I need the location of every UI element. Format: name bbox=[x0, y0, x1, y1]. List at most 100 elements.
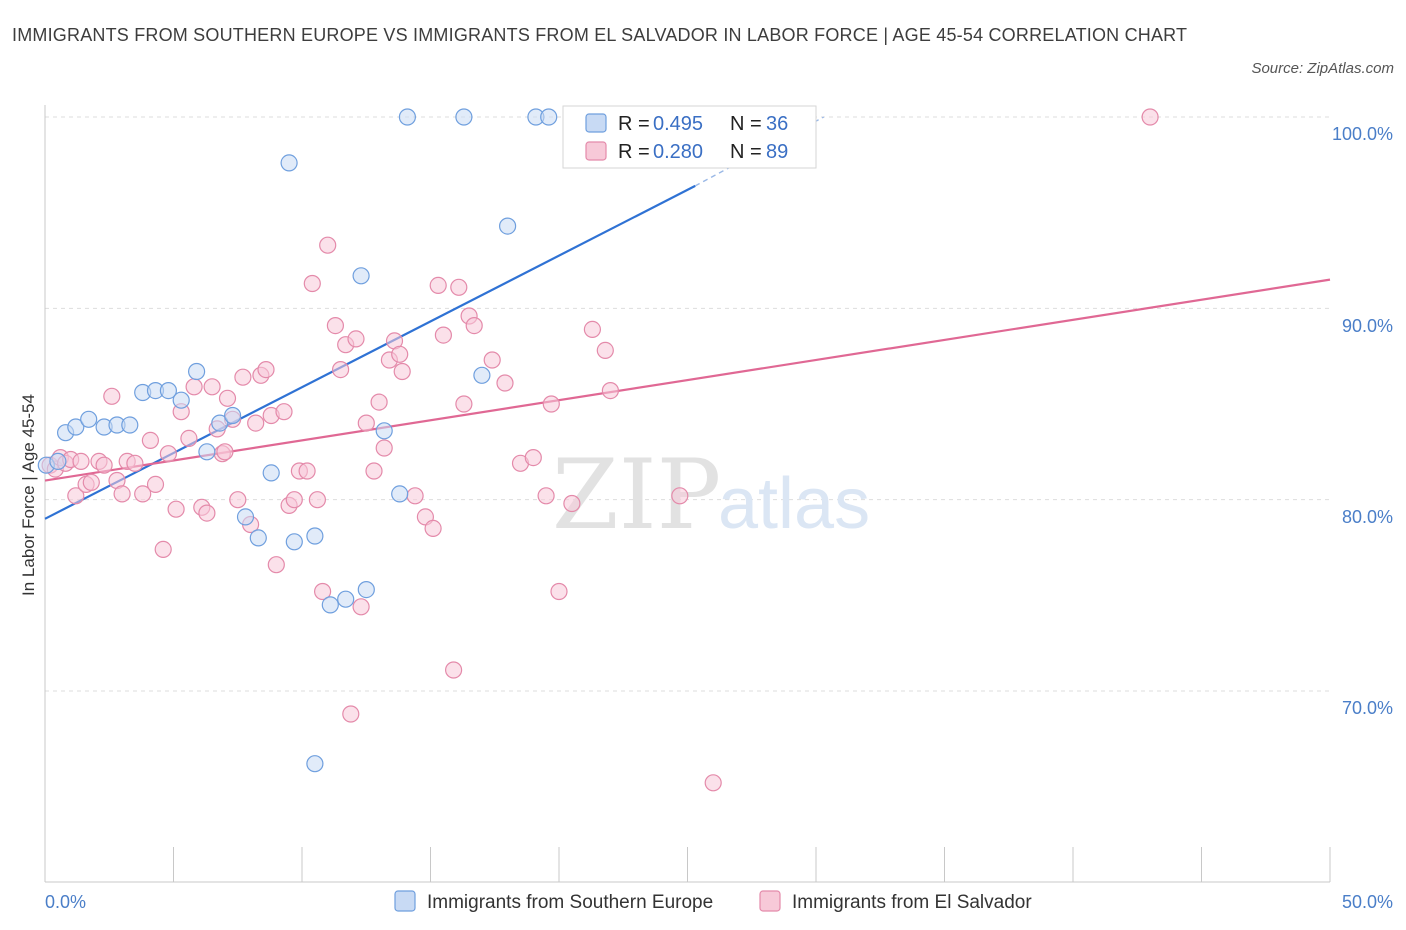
point-el-salvador bbox=[113, 485, 131, 503]
point-southern-europe bbox=[540, 108, 558, 126]
point-el-salvador bbox=[450, 278, 468, 296]
watermark-atlas: atlas bbox=[718, 464, 870, 544]
point-el-salvador bbox=[483, 351, 501, 369]
point-el-salvador bbox=[247, 414, 265, 432]
point-el-salvador bbox=[146, 475, 165, 493]
point-el-salvador bbox=[126, 454, 144, 472]
x-axis-ticks bbox=[44, 847, 1331, 882]
point-el-salvador bbox=[1141, 108, 1159, 126]
point-el-salvador bbox=[704, 774, 722, 792]
trend-line-el-salvador bbox=[44, 278, 1331, 482]
point-el-salvador bbox=[103, 387, 121, 405]
point-southern-europe bbox=[473, 366, 491, 384]
point-el-salvador bbox=[445, 661, 463, 679]
point-el-salvador bbox=[285, 491, 303, 509]
point-southern-europe bbox=[352, 267, 370, 285]
point-southern-europe bbox=[188, 362, 206, 381]
point-southern-europe bbox=[280, 154, 298, 172]
point-southern-europe bbox=[455, 108, 473, 126]
stats-r-label-southern-europe: R = bbox=[618, 113, 650, 135]
point-southern-europe bbox=[262, 464, 280, 482]
point-el-salvador bbox=[455, 395, 473, 413]
point-el-salvador bbox=[141, 431, 159, 449]
y-tick-label-100: 100.0% bbox=[1332, 124, 1393, 144]
point-el-salvador bbox=[375, 439, 393, 457]
point-southern-europe bbox=[306, 527, 324, 545]
point-el-salvador bbox=[319, 236, 337, 254]
point-el-salvador bbox=[370, 393, 388, 411]
point-el-salvador bbox=[671, 487, 689, 505]
stats-r-value-southern-europe: 0.495 bbox=[653, 113, 703, 135]
point-el-salvador bbox=[185, 378, 203, 396]
point-southern-europe bbox=[357, 580, 375, 599]
gridlines bbox=[45, 116, 1330, 692]
point-el-salvador bbox=[257, 361, 275, 379]
point-el-salvador bbox=[596, 341, 614, 359]
point-el-salvador bbox=[234, 368, 252, 386]
y-axis-label: In Labor Force | Age 45-54 bbox=[19, 394, 38, 596]
point-el-salvador bbox=[303, 274, 321, 293]
stats-swatch-southern-europe bbox=[585, 113, 607, 133]
point-southern-europe bbox=[159, 382, 177, 400]
stats-n-label-southern-europe: N = bbox=[730, 113, 762, 135]
watermark: ZIP atlas bbox=[552, 439, 870, 551]
point-el-salvador bbox=[275, 403, 293, 421]
point-el-salvador bbox=[229, 491, 247, 509]
stats-n-label-el-salvador: N = bbox=[730, 141, 762, 163]
point-el-salvador bbox=[218, 389, 237, 407]
point-el-salvador bbox=[542, 395, 560, 413]
point-el-salvador bbox=[352, 598, 370, 616]
point-el-salvador bbox=[308, 491, 326, 509]
point-el-salvador bbox=[180, 429, 198, 447]
stats-r-label-el-salvador: R = bbox=[618, 141, 650, 163]
y-tick-label-90: 90.0% bbox=[1342, 316, 1393, 336]
stats-swatch-el-salvador bbox=[585, 141, 607, 161]
point-southern-europe bbox=[321, 596, 339, 614]
chart-source: Source: ZipAtlas.com bbox=[1251, 60, 1394, 77]
point-southern-europe bbox=[80, 410, 98, 428]
point-southern-europe bbox=[249, 529, 267, 547]
point-el-salvador bbox=[550, 582, 568, 601]
point-el-salvador bbox=[159, 445, 177, 463]
point-southern-europe bbox=[398, 108, 416, 126]
point-southern-europe bbox=[391, 485, 409, 503]
point-southern-europe bbox=[49, 452, 67, 470]
point-el-salvador bbox=[391, 345, 409, 363]
point-southern-europe bbox=[224, 406, 242, 425]
point-el-salvador bbox=[365, 462, 383, 480]
x-tick-label-min: 0.0% bbox=[45, 892, 86, 912]
point-southern-europe bbox=[285, 533, 303, 551]
point-el-salvador bbox=[601, 382, 620, 400]
point-el-salvador bbox=[326, 317, 344, 335]
point-el-salvador bbox=[429, 276, 447, 294]
point-southern-europe bbox=[236, 508, 255, 526]
point-el-salvador bbox=[465, 317, 483, 335]
legend-label-el-salvador: Immigrants from El Salvador bbox=[792, 892, 1032, 913]
y-tick-label-70: 70.0% bbox=[1342, 698, 1393, 718]
point-el-salvador bbox=[357, 414, 375, 432]
point-el-salvador bbox=[347, 330, 365, 348]
point-el-salvador bbox=[203, 378, 221, 396]
point-el-salvador bbox=[82, 473, 100, 491]
point-el-salvador bbox=[563, 494, 581, 513]
point-el-salvador bbox=[332, 361, 350, 379]
point-el-salvador bbox=[198, 504, 216, 522]
point-southern-europe bbox=[121, 416, 139, 434]
point-southern-europe bbox=[375, 422, 393, 440]
point-el-salvador bbox=[167, 500, 185, 518]
point-el-salvador bbox=[434, 326, 452, 344]
stats-legend: R = 0.495 N = 36 R = 0.280 N = 89 bbox=[562, 105, 817, 169]
point-el-salvador bbox=[537, 487, 555, 505]
point-el-salvador bbox=[216, 443, 234, 461]
point-el-salvador bbox=[496, 374, 514, 392]
point-el-salvador bbox=[134, 485, 152, 503]
point-el-salvador bbox=[267, 556, 285, 574]
point-el-salvador bbox=[72, 452, 90, 470]
legend-swatch-el-salvador bbox=[759, 890, 781, 912]
point-el-salvador bbox=[67, 487, 85, 505]
stats-n-value-southern-europe: 36 bbox=[766, 113, 788, 135]
point-southern-europe bbox=[211, 414, 229, 432]
x-tick-label-max: 50.0% bbox=[1342, 892, 1393, 912]
points-southern-europe bbox=[37, 108, 589, 773]
